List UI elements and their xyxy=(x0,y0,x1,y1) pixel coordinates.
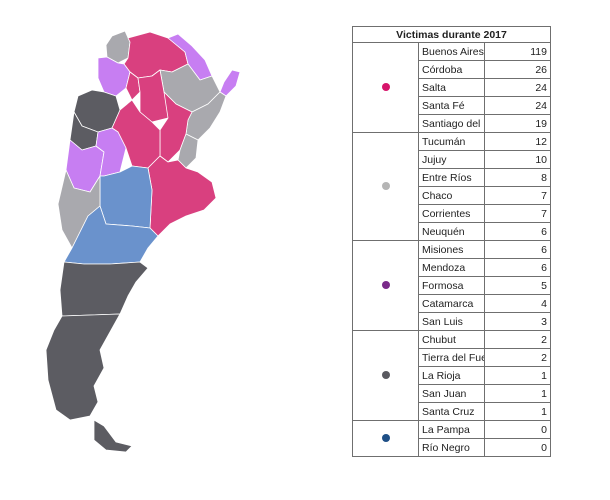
province-name: San Juan xyxy=(418,384,485,403)
group-dot-icon xyxy=(381,280,390,289)
argentina-map-svg xyxy=(45,30,241,453)
province-name: La Rioja xyxy=(418,366,485,385)
province-name: Salta xyxy=(418,78,485,97)
province-name: Río Negro xyxy=(418,438,485,457)
table-row: La Pampa 0 xyxy=(352,420,551,457)
victims-table: Victimas durante 2017 Buenos Aires 119 Cór… xyxy=(352,26,551,457)
table-row: Chubut 2 xyxy=(352,330,551,421)
province-name: Jujuy xyxy=(418,150,485,169)
province-santa-cruz xyxy=(45,313,121,421)
province-name: Buenos Aires xyxy=(418,42,485,61)
province-name: Neuquén xyxy=(418,222,485,241)
table-row: Misiones 6 xyxy=(352,240,551,331)
table-title: Victimas durante 2017 xyxy=(352,26,551,43)
table-row: Corrientes 7 xyxy=(353,204,551,223)
victim-count: 1 xyxy=(484,384,551,403)
victim-count: 3 xyxy=(484,312,551,331)
table-row: San Juan 1 xyxy=(353,384,551,403)
province-name: San Luis xyxy=(418,312,485,331)
table-row: Tucumán 12 xyxy=(352,132,551,241)
victim-count: 6 xyxy=(484,258,551,277)
province-name: Santa Fé xyxy=(418,96,485,115)
victim-count: 1 xyxy=(484,402,551,421)
victim-count: 6 xyxy=(484,222,551,241)
province-name: Santiago del Estero xyxy=(418,114,485,133)
victim-count: 119 xyxy=(484,42,551,61)
victim-count: 8 xyxy=(484,168,551,187)
province-name: Santa Cruz xyxy=(418,402,485,421)
victim-count: 4 xyxy=(484,294,551,313)
victim-count: 7 xyxy=(484,186,551,205)
group-color-cell xyxy=(352,330,419,421)
province-name: Mendoza xyxy=(418,258,485,277)
table-row: Córdoba 26 xyxy=(353,60,551,79)
table-row: Río Negro 0 xyxy=(353,438,551,457)
province-buenos-aires xyxy=(147,155,217,237)
group-color-cell xyxy=(352,132,419,241)
table-row: Jujuy 10 xyxy=(353,150,551,169)
group-color-cell xyxy=(352,420,419,457)
group-color-cell xyxy=(352,42,419,133)
victim-count: 0 xyxy=(484,420,551,439)
victim-count: 7 xyxy=(484,204,551,223)
group-dot-icon xyxy=(381,370,390,379)
province-san-luis xyxy=(95,127,127,177)
province-name: Tucumán xyxy=(418,132,485,151)
group-dot-icon xyxy=(381,82,390,91)
group-color-cell xyxy=(352,240,419,331)
province-name: Corrientes xyxy=(418,204,485,223)
province-name: Tierra del Fuego xyxy=(418,348,485,367)
victim-count: 24 xyxy=(484,96,551,115)
table-row: Entre Ríos 8 xyxy=(353,168,551,187)
province-name: Córdoba xyxy=(418,60,485,79)
province-name: Entre Ríos xyxy=(418,168,485,187)
victim-count: 12 xyxy=(484,132,551,151)
table-row: Chaco 7 xyxy=(353,186,551,205)
victims-table-container: Victimas durante 2017 Buenos Aires 119 Cór… xyxy=(352,26,551,457)
province-name: La Pampa xyxy=(418,420,485,439)
table-row: Tierra del Fuego2 xyxy=(353,348,551,367)
table-row: Santiago del Estero19 xyxy=(353,114,551,133)
victim-count: 5 xyxy=(484,276,551,295)
group-dot-icon xyxy=(381,181,390,190)
table-row: Buenos Aires 119 xyxy=(352,42,551,133)
table-row: Formosa 5 xyxy=(353,276,551,295)
table-row: Catamarca 4 xyxy=(353,294,551,313)
province-la-pampa xyxy=(99,165,153,229)
victim-count: 10 xyxy=(484,150,551,169)
victim-count: 1 xyxy=(484,366,551,385)
province-name: Formosa xyxy=(418,276,485,295)
province-misiones xyxy=(219,69,241,97)
victim-count: 6 xyxy=(484,240,551,259)
province-name: Chubut xyxy=(418,330,485,349)
argentina-map xyxy=(45,30,241,453)
table-row: Salta 24 xyxy=(353,78,551,97)
province-tierra-del-fuego xyxy=(93,419,133,453)
group-dot-icon xyxy=(381,433,390,442)
table-row: Santa Fé 24 xyxy=(353,96,551,115)
province-name: Catamarca xyxy=(418,294,485,313)
table-row: Neuquén 6 xyxy=(353,222,551,241)
victim-count: 26 xyxy=(484,60,551,79)
province-name: Chaco xyxy=(418,186,485,205)
victim-count: 19 xyxy=(484,114,551,133)
table-row: Santa Cruz 1 xyxy=(353,402,551,421)
victim-count: 24 xyxy=(484,78,551,97)
victim-count: 0 xyxy=(484,438,551,457)
province-jujuy xyxy=(105,30,131,64)
victim-count: 2 xyxy=(484,348,551,367)
victim-count: 2 xyxy=(484,330,551,349)
province-chubut xyxy=(59,261,149,317)
province-name: Misiones xyxy=(418,240,485,259)
